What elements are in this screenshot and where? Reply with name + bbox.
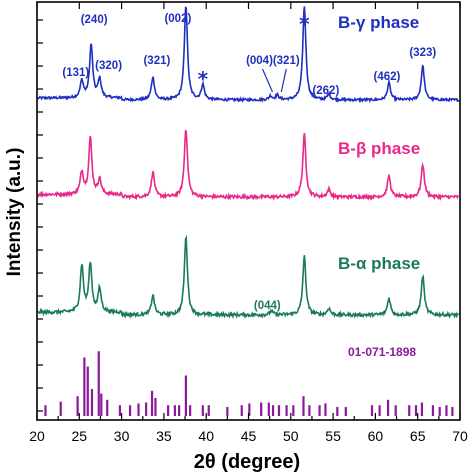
- x-tick-label: 65: [410, 428, 426, 444]
- peak-label: (004): [246, 55, 273, 67]
- x-tick-label: 40: [198, 428, 214, 444]
- x-tick-label: 30: [114, 428, 130, 444]
- y-axis-ticks: [37, 19, 43, 412]
- x-tick-label: 20: [29, 428, 45, 444]
- x-tick-label: 60: [368, 428, 384, 444]
- series-line: [37, 129, 459, 201]
- series-line: [37, 234, 460, 320]
- x-tick-label: 25: [72, 428, 88, 444]
- peak-arrow: [261, 68, 274, 93]
- x-tick-label: 70: [452, 428, 468, 444]
- peak-label: (321): [273, 55, 300, 67]
- x-axis-title: 2θ (degree): [194, 451, 300, 473]
- peak-label: (044): [254, 300, 281, 312]
- reference-label: 01-071-1898: [348, 345, 416, 359]
- series-label: B-α phase: [338, 254, 420, 273]
- peak-label: (002): [164, 13, 191, 25]
- peak-label: (131): [62, 67, 89, 79]
- x-tick-label: 50: [283, 428, 299, 444]
- peak-label: (320): [95, 60, 122, 72]
- plot-content: B-γ phase (131) (240) (320) (321) (002) * (004)…: [37, 6, 460, 416]
- peak-label: (321): [143, 55, 170, 67]
- peak-label: (462): [374, 71, 401, 83]
- peak-label: (262): [312, 85, 339, 97]
- peak-label: (323): [409, 47, 436, 59]
- series-label: B-β phase: [338, 139, 420, 158]
- peak-label: (240): [81, 14, 108, 26]
- peak-label: *: [299, 12, 310, 36]
- y-axis-title: Intensity (a.u.): [4, 148, 25, 277]
- x-tick-label: 45: [241, 428, 257, 444]
- series-label: B-γ phase: [338, 13, 419, 32]
- peak-label: *: [198, 67, 209, 91]
- x-tick-label: 35: [156, 428, 172, 444]
- peak-arrow: [280, 68, 287, 93]
- x-tick-label: 55: [325, 428, 341, 444]
- x-axis-ticks: 20 25 30 35 40 45 50 55 60 65 70: [29, 2, 468, 444]
- series-line: [37, 6, 460, 104]
